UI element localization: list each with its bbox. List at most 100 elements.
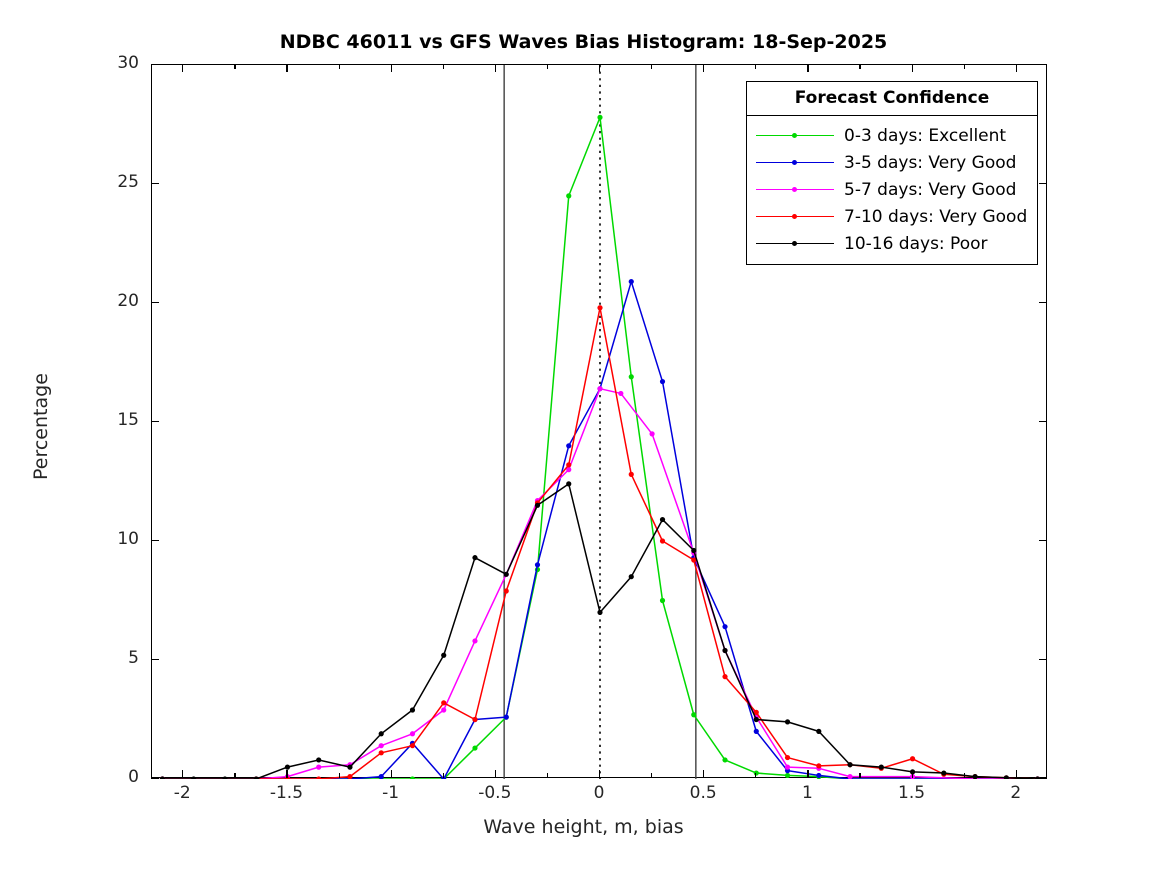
legend-item-label: 0-3 days: Excellent: [844, 125, 1007, 146]
legend-item-1[interactable]: 0-3 days: Excellent: [747, 122, 1037, 149]
data-point-marker: [972, 774, 978, 779]
x-tick-top-2: [390, 64, 392, 72]
y-tick-right-5: [1039, 183, 1047, 185]
legend-items: 0-3 days: Excellent 3-5 days: Very Good 5-…: [747, 116, 1037, 264]
x-tick-8: [1015, 770, 1017, 778]
data-point-marker: [472, 555, 478, 561]
x-tick-4: [599, 770, 601, 778]
x-minor-tick-top: [234, 64, 236, 69]
x-tick-top-4: [599, 64, 601, 72]
x-minor-tick: [755, 773, 757, 778]
x-minor-tick: [234, 773, 236, 778]
x-minor-tick-top: [859, 64, 861, 69]
legend-item-4[interactable]: 7-10 days: Very Good: [747, 203, 1037, 230]
data-point-marker: [847, 774, 853, 779]
x-minor-tick-top: [442, 64, 444, 69]
data-point-marker: [566, 467, 572, 473]
data-point-marker: [784, 772, 791, 779]
y-tick-5: [151, 183, 159, 185]
legend-line-icon: [756, 238, 834, 250]
data-point-marker: [878, 764, 884, 770]
data-point-marker: [566, 481, 572, 487]
data-point-marker: [472, 716, 478, 723]
data-point-marker: [597, 114, 603, 120]
y-tick-label: 15: [117, 410, 139, 430]
y-tick-label: 5: [128, 648, 139, 668]
series-5: [159, 481, 1041, 779]
x-tick-top-8: [1015, 64, 1017, 72]
data-point-marker: [316, 776, 322, 779]
data-point-marker: [659, 538, 666, 544]
x-tick-label: 2: [1010, 783, 1022, 803]
data-point-marker: [722, 647, 728, 654]
y-tick-right-2: [1039, 540, 1047, 542]
data-point-marker: [503, 714, 509, 720]
x-tick-0: [182, 770, 184, 778]
x-minor-tick-top: [651, 64, 653, 69]
y-tick-label: 25: [117, 172, 139, 192]
x-axis-label: Wave height, m, bias: [483, 816, 684, 838]
legend-line-icon: [756, 157, 834, 169]
legend-item-label: 5-7 days: Very Good: [844, 179, 1017, 200]
data-point-marker: [378, 774, 384, 779]
data-point-marker: [618, 390, 624, 397]
data-point-marker: [409, 776, 416, 779]
x-tick-label: 0.5: [689, 783, 717, 803]
data-point-marker: [659, 516, 666, 523]
data-point-marker: [441, 700, 447, 706]
x-minor-tick: [338, 773, 340, 778]
legend-line-icon: [756, 211, 834, 223]
data-point-marker: [191, 776, 197, 779]
data-point-marker: [472, 745, 478, 751]
data-point-marker: [159, 776, 166, 779]
data-point-marker: [316, 757, 322, 763]
x-minor-tick: [442, 773, 444, 778]
data-point-marker: [753, 709, 759, 715]
series-line: [162, 307, 1038, 779]
legend-line-icon: [756, 184, 834, 196]
x-tick-label: -2: [173, 783, 191, 803]
legend-item-label: 3-5 days: Very Good: [844, 152, 1017, 173]
y-tick-right-6: [1039, 64, 1047, 66]
data-point-marker: [1034, 776, 1041, 779]
y-tick-right-4: [1039, 302, 1047, 304]
data-point-marker: [909, 756, 916, 762]
data-point-marker: [534, 562, 541, 568]
y-tick-6: [151, 64, 159, 66]
data-point-marker: [628, 278, 634, 285]
data-point-marker: [628, 471, 634, 477]
data-point-marker: [441, 652, 447, 658]
data-point-marker: [816, 728, 822, 735]
legend-item-5[interactable]: 10-16 days: Poor: [747, 230, 1037, 257]
data-point-marker: [566, 193, 572, 199]
data-point-marker: [378, 743, 384, 749]
x-minor-tick-top: [755, 64, 757, 69]
data-point-marker: [628, 574, 634, 580]
data-point-marker: [628, 374, 634, 380]
y-tick-label: 0: [128, 767, 139, 787]
legend-item-2[interactable]: 3-5 days: Very Good: [747, 149, 1037, 176]
y-tick-0: [151, 778, 159, 780]
data-point-marker: [1003, 775, 1009, 779]
x-tick-label: -0.5: [478, 783, 512, 803]
y-tick-1: [151, 659, 159, 661]
x-tick-7: [911, 770, 913, 778]
data-point-marker: [347, 774, 353, 779]
data-point-marker: [941, 770, 947, 776]
y-tick-2: [151, 540, 159, 542]
x-tick-top-0: [182, 64, 184, 72]
y-tick-right-1: [1039, 659, 1047, 661]
data-point-marker: [597, 305, 603, 311]
x-minor-tick: [859, 773, 861, 778]
data-point-marker: [222, 776, 228, 779]
y-tick-label: 20: [117, 291, 139, 311]
data-point-marker: [691, 557, 697, 563]
legend-line-icon: [756, 130, 834, 142]
x-minor-tick-top: [546, 64, 549, 69]
x-tick-label: 1.5: [898, 783, 926, 803]
data-point-marker: [847, 762, 853, 768]
y-tick-4: [151, 302, 159, 304]
data-point-marker: [347, 764, 353, 770]
x-tick-top-5: [703, 64, 705, 72]
legend-item-3[interactable]: 5-7 days: Very Good: [747, 176, 1037, 203]
